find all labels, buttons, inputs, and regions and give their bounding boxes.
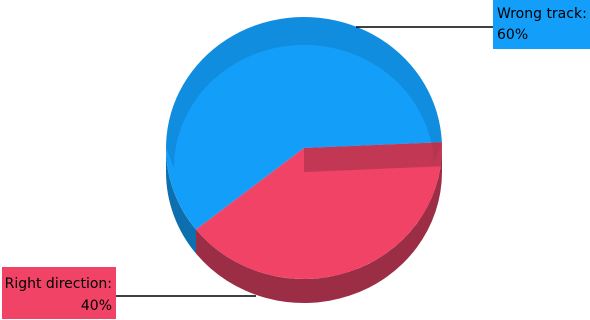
slice-label-right-direction: Right direction: 40% xyxy=(2,267,256,319)
label-right-direction-value: 40% xyxy=(81,298,112,314)
pie-top xyxy=(166,17,443,280)
label-box-right-direction xyxy=(2,267,116,319)
label-wrong-track-name: Wrong track: xyxy=(497,6,587,22)
slice-side-1 xyxy=(196,148,442,304)
slice-top-0 xyxy=(166,17,442,230)
slice-label-wrong-track: Wrong track: 60% xyxy=(356,0,590,49)
label-box-wrong-track xyxy=(493,0,590,49)
pie-depth xyxy=(166,148,442,304)
slice-top-1 xyxy=(196,142,443,280)
slice-rim-shade-0 xyxy=(165,16,442,168)
label-wrong-track-value: 60% xyxy=(497,27,528,43)
pie-inner-shadow xyxy=(165,16,442,172)
slice-side-0 xyxy=(166,148,196,254)
label-right-direction-name: Right direction: xyxy=(5,276,112,292)
slice-edge-wall-1 xyxy=(304,142,442,172)
